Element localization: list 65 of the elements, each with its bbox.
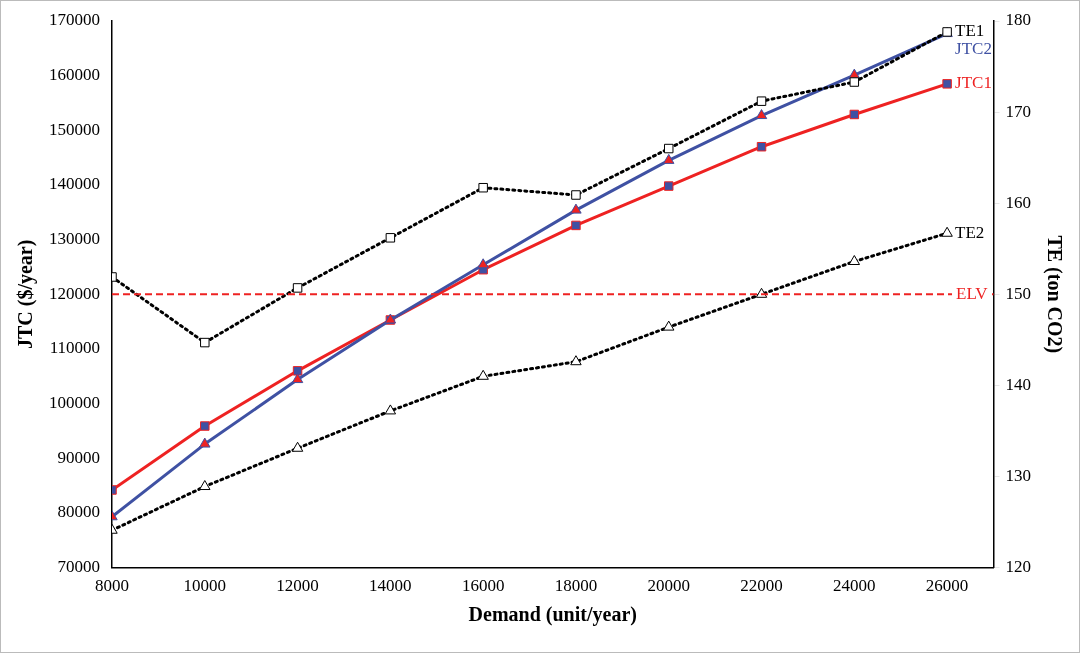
x-tick-label: 16000 [461,576,505,596]
point [663,320,675,331]
y-tick-label: 160000 [49,65,100,85]
x-axis-title: Demand (unit/year) [468,603,637,627]
y-tick-label: 170000 [49,10,100,30]
y-tick-label: 120000 [49,283,100,303]
x-tick-label: 20000 [647,576,690,596]
series-label: TE2 [955,222,985,242]
x-tick-label: 18000 [554,576,598,596]
series-label: JTC2 [955,39,992,59]
point [663,181,674,191]
point [755,109,768,120]
x-tick-label: 10000 [183,576,227,596]
point [570,355,582,366]
point [385,233,396,243]
point [942,79,952,89]
point [200,337,210,348]
point [291,373,304,384]
y2-tick-label: 160 [1005,192,1031,212]
point [478,182,488,193]
y-tick-label: 110000 [49,338,100,358]
x-tick-label: 12000 [276,576,319,596]
point [849,109,860,120]
y-tick-label: 70000 [57,557,100,577]
point [941,226,953,237]
point [756,141,767,152]
point [200,421,210,431]
y2-axis-title: TE (ton CO2) [1042,235,1066,354]
series-label: JTC1 [955,73,992,93]
y2-tick-label: 120 [1005,557,1031,577]
point [571,190,581,200]
y-tick-label: 140000 [49,174,100,194]
point [663,143,674,154]
point [291,441,304,452]
x-tick-label: 14000 [369,576,412,596]
point [477,258,489,269]
point [756,96,767,106]
y2-tick-label: 140 [1005,374,1031,394]
y-tick-label: 80000 [57,502,100,522]
ref-line-label: ELV [956,283,989,303]
point [384,404,397,415]
y-axis-title: JTC ($/year) [14,239,38,350]
y-tick-label: 130000 [49,229,100,249]
point [292,366,303,376]
x-tick-label: 26000 [925,576,969,596]
point [570,203,582,214]
point [292,283,303,293]
y-tick-label: 90000 [57,447,100,467]
x-tick-label: 24000 [833,576,876,596]
point [848,255,861,265]
y2-tick-label: 180 [1005,10,1031,30]
y-tick-label: 100000 [49,393,100,413]
x-tick-label: 8000 [95,576,129,596]
point [663,153,675,164]
point [199,480,211,491]
point [571,220,581,231]
y2-tick-label: 150 [1005,283,1031,303]
point [849,77,860,87]
point [477,369,489,380]
y2-tick-label: 170 [1005,101,1031,121]
y-tick-label: 150000 [49,119,100,139]
y2-tick-label: 130 [1005,465,1031,485]
point [199,437,211,448]
series-label: TE1 [955,21,985,41]
x-tick-label: 22000 [740,576,783,596]
